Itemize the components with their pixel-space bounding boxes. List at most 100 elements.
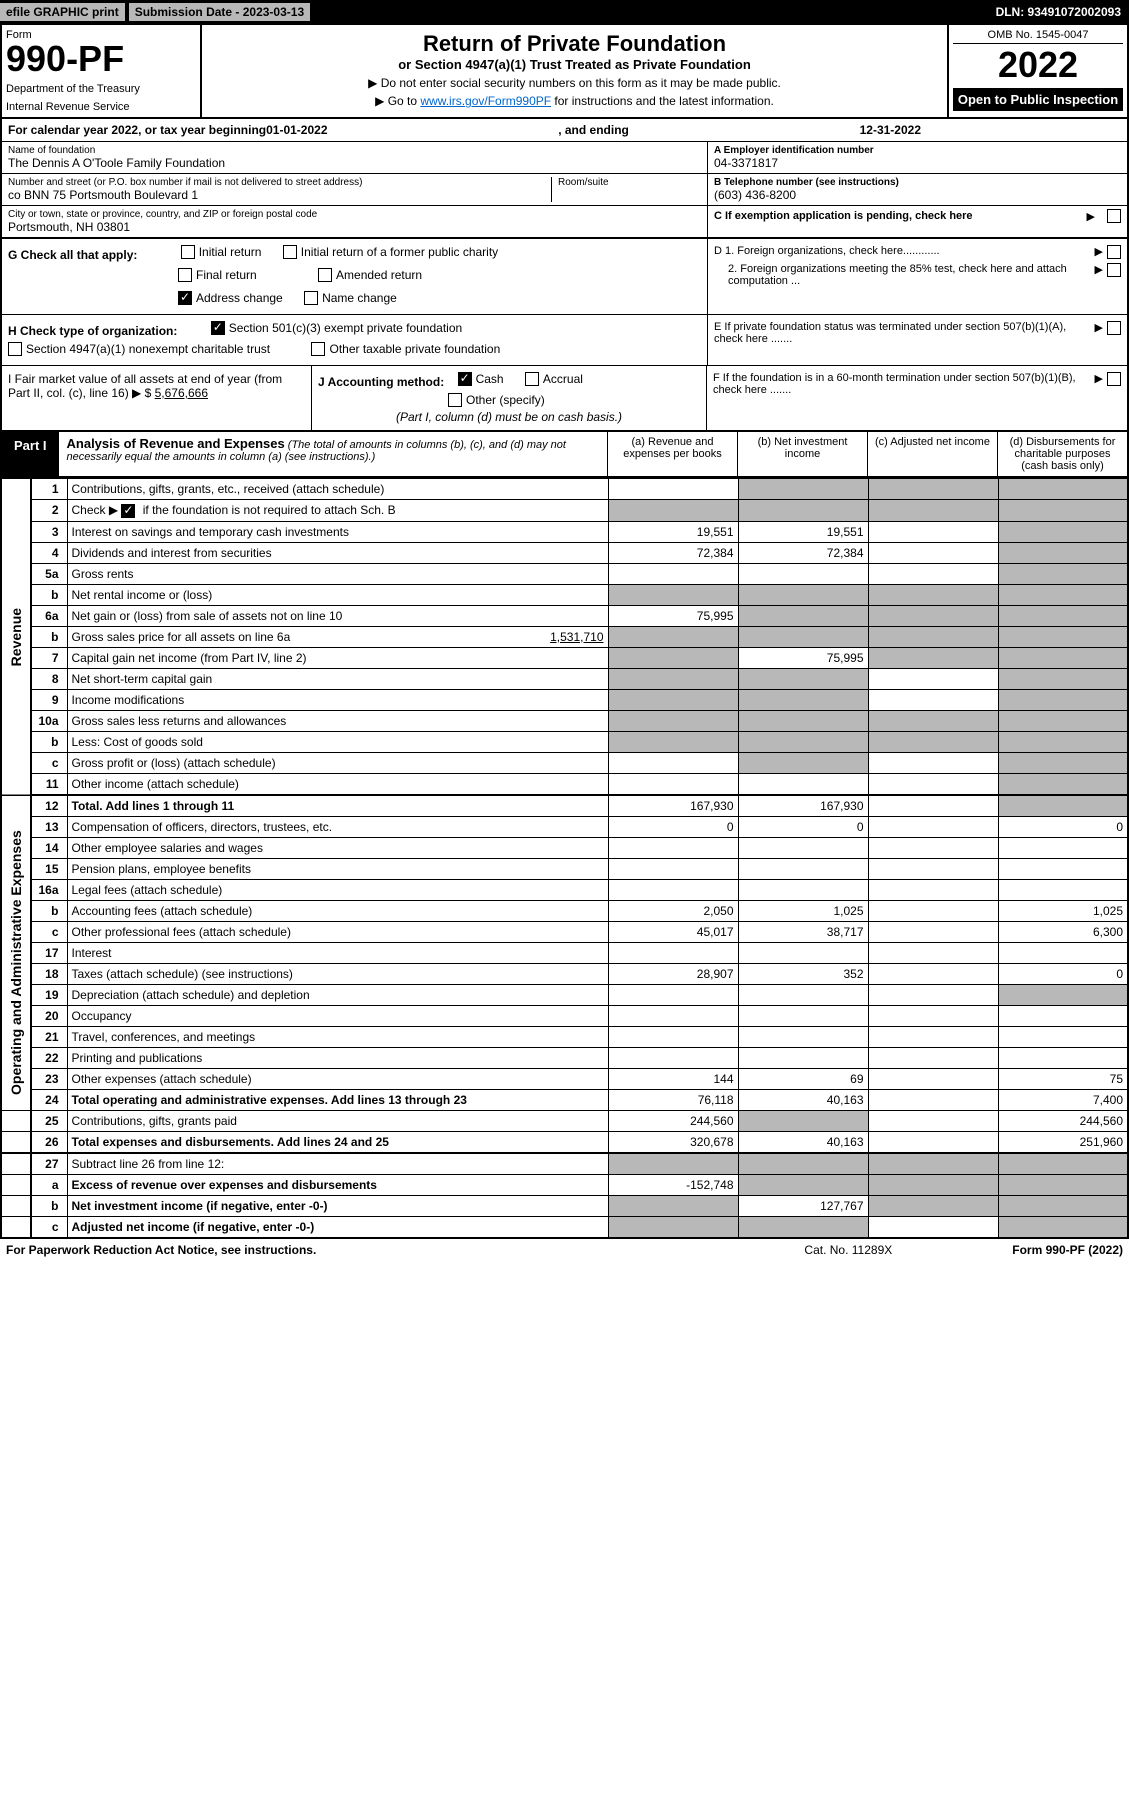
checkbox-d2[interactable]: [1107, 263, 1121, 277]
revenue-side-label: Revenue: [1, 479, 31, 795]
checkbox-name-change[interactable]: [304, 291, 318, 305]
table-row: cGross profit or (loss) (attach schedule…: [1, 752, 1128, 773]
col-d-header: (d) Disbursements for charitable purpose…: [997, 432, 1127, 476]
foundation-name-cell: Name of foundation The Dennis A O'Toole …: [2, 142, 707, 174]
ij-row: I Fair market value of all assets at end…: [0, 366, 1129, 432]
form-subtitle: or Section 4947(a)(1) Trust Treated as P…: [208, 57, 941, 72]
table-row: 11Other income (attach schedule): [1, 773, 1128, 795]
table-row: 4Dividends and interest from securities7…: [1, 542, 1128, 563]
form-ref: Form 990-PF (2022): [1012, 1243, 1123, 1257]
paperwork-notice: For Paperwork Reduction Act Notice, see …: [6, 1243, 316, 1257]
checkbox-f[interactable]: [1107, 372, 1121, 386]
table-row: cAdjusted net income (if negative, enter…: [1, 1216, 1128, 1238]
submission-date: Submission Date - 2023-03-13: [129, 3, 310, 21]
city-state-zip: Portsmouth, NH 03801: [8, 220, 701, 234]
header-right: OMB No. 1545-0047 2022 Open to Public In…: [947, 25, 1127, 117]
year-begin: 01-01-2022: [266, 123, 327, 137]
checkbox-501c3[interactable]: [211, 321, 225, 335]
footer: For Paperwork Reduction Act Notice, see …: [0, 1239, 1129, 1261]
table-row: 24Total operating and administrative exp…: [1, 1089, 1128, 1110]
phone: (603) 436-8200: [714, 188, 1121, 202]
cat-no: Cat. No. 11289X: [804, 1243, 892, 1257]
table-row: 10aGross sales less returns and allowanc…: [1, 710, 1128, 731]
ein: 04-3371817: [714, 156, 1121, 170]
part1-table: Revenue 1Contributions, gifts, grants, e…: [0, 478, 1129, 1239]
table-row: 5aGross rents: [1, 563, 1128, 584]
address: co BNN 75 Portsmouth Boulevard 1: [8, 188, 551, 202]
checkbox-4947[interactable]: [8, 342, 22, 356]
dept-irs: Internal Revenue Service: [6, 101, 196, 113]
checkbox-no-schb[interactable]: [121, 504, 135, 518]
room-label: Room/suite: [558, 177, 701, 188]
year-end: 12-31-2022: [860, 123, 921, 137]
table-row: bGross sales price for all assets on lin…: [1, 626, 1128, 647]
tax-year: 2022: [953, 44, 1123, 86]
table-row: 22Printing and publications: [1, 1047, 1128, 1068]
table-row: 14Other employee salaries and wages: [1, 837, 1128, 858]
column-headers: (a) Revenue and expenses per books (b) N…: [607, 432, 1127, 476]
open-inspection: Open to Public Inspection: [953, 88, 1123, 111]
note-ssn: ▶ Do not enter social security numbers o…: [208, 76, 941, 90]
efile-button[interactable]: efile GRAPHIC print: [0, 3, 125, 21]
checkbox-other-method[interactable]: [448, 393, 462, 407]
e-label: E If private foundation status was termi…: [714, 321, 1095, 345]
table-row: 18Taxes (attach schedule) (see instructi…: [1, 963, 1128, 984]
checkbox-initial-former[interactable]: [283, 245, 297, 259]
table-row: 23Other expenses (attach schedule)144697…: [1, 1068, 1128, 1089]
top-bar: efile GRAPHIC print Submission Date - 20…: [0, 0, 1129, 24]
table-row: bNet rental income or (loss): [1, 584, 1128, 605]
table-row: 21Travel, conferences, and meetings: [1, 1026, 1128, 1047]
table-row: aExcess of revenue over expenses and dis…: [1, 1174, 1128, 1195]
checkbox-accrual[interactable]: [525, 372, 539, 386]
table-row: bLess: Cost of goods sold: [1, 731, 1128, 752]
form-header: Form 990-PF Department of the Treasury I…: [0, 24, 1129, 119]
checkbox-final[interactable]: [178, 268, 192, 282]
foundation-name: The Dennis A O'Toole Family Foundation: [8, 156, 701, 170]
i-cell: I Fair market value of all assets at end…: [2, 366, 312, 430]
checkbox-other-taxable[interactable]: [311, 342, 325, 356]
table-row: 6aNet gain or (loss) from sale of assets…: [1, 605, 1128, 626]
checkbox-address-change[interactable]: [178, 291, 192, 305]
table-row: 2Check ▶ if the foundation is not requir…: [1, 500, 1128, 522]
checkbox-c[interactable]: [1107, 209, 1121, 223]
header-center: Return of Private Foundation or Section …: [202, 25, 947, 117]
checkbox-d1[interactable]: [1107, 245, 1121, 259]
table-row: 19Depreciation (attach schedule) and dep…: [1, 984, 1128, 1005]
part1-label: Part I: [2, 432, 59, 476]
table-row: cOther professional fees (attach schedul…: [1, 921, 1128, 942]
j-note: (Part I, column (d) must be on cash basi…: [318, 410, 700, 424]
checkbox-cash[interactable]: [458, 372, 472, 386]
calendar-year-row: For calendar year 2022, or tax year begi…: [0, 119, 1129, 142]
omb-number: OMB No. 1545-0047: [953, 29, 1123, 44]
ein-cell: A Employer identification number 04-3371…: [708, 142, 1127, 174]
h-label: H Check type of organization:: [8, 324, 177, 338]
table-row: 12Total. Add lines 1 through 11167,93016…: [1, 795, 1128, 817]
checkbox-e[interactable]: [1107, 321, 1121, 335]
dept-treasury: Department of the Treasury: [6, 83, 196, 95]
header-left: Form 990-PF Department of the Treasury I…: [2, 25, 202, 117]
table-row: 15Pension plans, employee benefits: [1, 858, 1128, 879]
col-b-header: (b) Net investment income: [737, 432, 867, 476]
city-cell: City or town, state or province, country…: [2, 206, 707, 237]
checkbox-initial[interactable]: [181, 245, 195, 259]
table-row: 20Occupancy: [1, 1005, 1128, 1026]
j-cell: J Accounting method: Cash Accrual Other …: [312, 366, 707, 430]
table-row: bAccounting fees (attach schedule)2,0501…: [1, 900, 1128, 921]
part1-header: Part I Analysis of Revenue and Expenses …: [0, 432, 1129, 478]
exemption-pending: C If exemption application is pending, c…: [708, 206, 1127, 226]
g-row: G Check all that apply: Initial return I…: [0, 239, 1129, 315]
address-cell: Number and street (or P.O. box number if…: [2, 174, 707, 206]
col-a-header: (a) Revenue and expenses per books: [607, 432, 737, 476]
expenses-side-label: Operating and Administrative Expenses: [1, 816, 31, 1110]
fmv-value: 5,676,666: [155, 386, 208, 400]
h-row: H Check type of organization: Section 50…: [0, 315, 1129, 366]
table-row: 27Subtract line 26 from line 12:: [1, 1153, 1128, 1175]
table-row: 9Income modifications: [1, 689, 1128, 710]
table-row: 16aLegal fees (attach schedule): [1, 879, 1128, 900]
col-c-header: (c) Adjusted net income: [867, 432, 997, 476]
form-number: 990-PF: [6, 41, 196, 77]
form990pf-link[interactable]: www.irs.gov/Form990PF: [420, 94, 551, 108]
checkbox-amended[interactable]: [318, 268, 332, 282]
form-title: Return of Private Foundation: [208, 31, 941, 57]
table-row: 8Net short-term capital gain: [1, 668, 1128, 689]
